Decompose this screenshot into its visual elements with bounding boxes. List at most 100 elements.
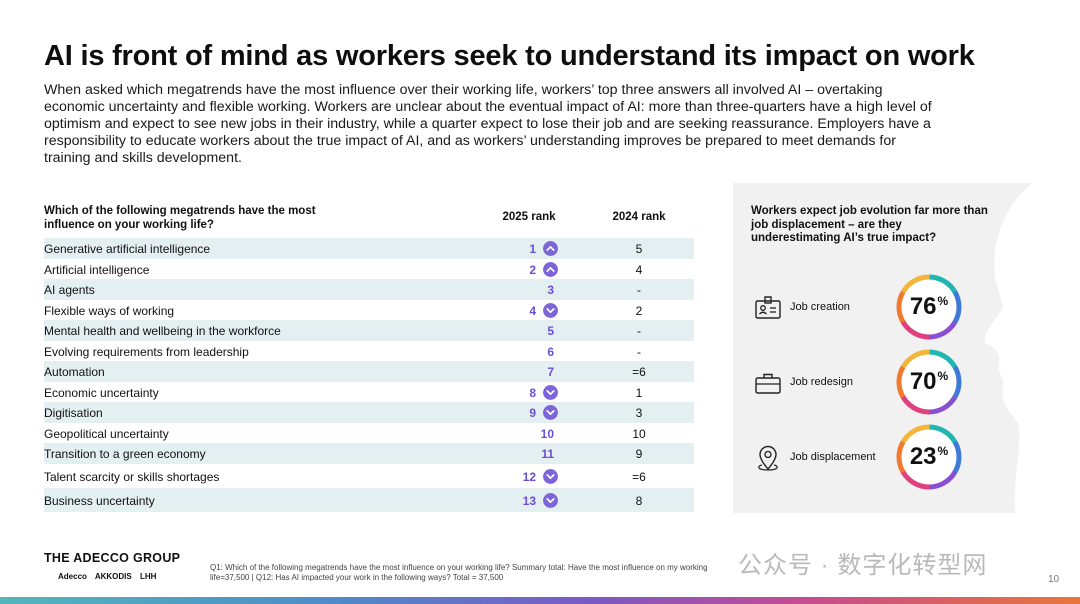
ring-segment (900, 320, 930, 340)
megatrend-label: Geopolitical uncertainty (44, 426, 169, 441)
table-row: Economic uncertainty 8 1 (44, 382, 694, 403)
id-badge-icon (755, 296, 781, 319)
footer-gradient-bar (0, 597, 1080, 604)
ring-segment (900, 349, 930, 369)
rank-2025: 8 (529, 385, 536, 400)
ring-segment (900, 424, 930, 444)
metric-label: Job displacement (790, 451, 876, 463)
rank-2024: 10 (632, 426, 646, 441)
table-row: Business uncertainty 13 8 (44, 487, 694, 512)
rank-2024: 4 (635, 262, 643, 277)
ring-segment (896, 290, 906, 324)
table-row: Digitisation 9 3 (44, 402, 694, 423)
metric-job-redesign: Job redesign 70% (733, 348, 973, 418)
rank-2024: - (637, 344, 641, 359)
metric-number: 70 (909, 368, 937, 395)
rank-2025: 9 (529, 406, 536, 420)
rank-2025: 10 (540, 426, 554, 441)
metric-job-displacement: Job displacement 23% (733, 423, 973, 493)
rank-2025: 11 (541, 447, 554, 461)
megatrend-label: Economic uncertainty (44, 385, 159, 400)
page-title: AI is front of mind as workers seek to u… (44, 40, 975, 72)
brand-sublogos: Adecco AKKODIS LHH (58, 572, 157, 581)
rank-2024: =6 (632, 365, 646, 379)
rank-2024: 1 (635, 385, 643, 400)
rank-2025: 4 (529, 303, 536, 318)
table-row: Evolving requirements from leadership 6 - (44, 341, 694, 362)
rank-2024: - (637, 283, 641, 297)
table-row: Transition to a green economy 11 9 (44, 443, 694, 464)
rank-2025: 5 (547, 324, 554, 338)
table-row: Generative artificial intelligence 1 5 (44, 238, 694, 259)
metric-ring (896, 349, 962, 415)
rank-2024: 2 (635, 303, 643, 318)
megatrend-label: Generative artificial intelligence (44, 242, 211, 256)
table-row: Geopolitical uncertainty 10 10 (44, 423, 694, 444)
megatrend-label: Flexible ways of working (44, 303, 175, 318)
rank-2025: 1 (529, 242, 536, 256)
ring-segment (900, 395, 930, 415)
footnote: Q1: Which of the following megatrends ha… (210, 563, 708, 582)
ring-segment (952, 440, 962, 474)
megatrend-label: Artificial intelligence (44, 262, 150, 277)
table-row: Artificial intelligence 2 4 (44, 259, 694, 280)
ring-segment (952, 365, 962, 399)
table-body: Generative artificial intelligence 1 5 Arti… (44, 238, 694, 512)
rank-down-icon (543, 492, 558, 508)
megatrend-label: AI agents (44, 283, 95, 297)
location-pin-icon (758, 445, 778, 471)
metric-value: 70% (895, 348, 963, 416)
ring-segment (928, 424, 958, 444)
rank-down-icon (543, 384, 558, 400)
ring-segment (896, 440, 906, 474)
megatrend-label: Business uncertainty (44, 493, 155, 508)
ring-segment (928, 470, 958, 490)
brand-logo: THE ADECCO GROUP (44, 551, 181, 565)
metric-number: 23 (909, 443, 937, 470)
rank-down-icon (543, 405, 558, 420)
table-header: Which of the following megatrends have t… (44, 202, 694, 238)
rank-up-icon (543, 241, 558, 256)
rank-2025: 13 (522, 493, 536, 508)
megatrends-table: Which of the following megatrends have t… (44, 202, 694, 512)
megatrend-label: Digitisation (44, 406, 103, 420)
table-row: Automation 7 =6 (44, 361, 694, 382)
ring-segment (928, 349, 958, 369)
ring-segment (896, 365, 906, 399)
header-2025-rank: 2025 rank (502, 211, 556, 223)
header-2024-rank: 2024 rank (612, 211, 666, 223)
megatrend-label: Transition to a green economy (44, 447, 206, 461)
megatrend-label: Evolving requirements from leadership (44, 344, 249, 359)
intro-paragraph: When asked which megatrends have the mos… (44, 82, 932, 166)
panel-heading: Workers expect job evolution far more th… (751, 205, 988, 244)
metric-label: Job creation (790, 301, 850, 313)
rank-2025: 2 (529, 262, 536, 277)
page-number: 10 (1048, 574, 1060, 585)
rank-down-icon (543, 302, 558, 318)
megatrend-label: Mental health and wellbeing in the workf… (44, 324, 281, 338)
metric-ring (896, 424, 962, 490)
impact-panel: Workers expect job evolution far more th… (733, 183, 1065, 513)
ring-segment (928, 320, 958, 340)
ring-segment (928, 274, 958, 294)
rank-2024: 3 (635, 406, 643, 420)
ring-segment (900, 274, 930, 294)
rank-2025: 12 (522, 469, 536, 484)
table-row: AI agents 3 - (44, 279, 694, 300)
metric-label: Job redesign (790, 376, 853, 388)
metric-number: 76 (909, 293, 937, 320)
percent-sign: % (937, 294, 949, 308)
ring-segment (900, 470, 930, 490)
megatrend-label: Talent scarcity or skills shortages (44, 469, 220, 484)
rank-2024: - (637, 324, 641, 338)
briefcase-icon (755, 373, 781, 394)
table-row: Flexible ways of working 4 2 (44, 300, 694, 321)
rank-2024: 9 (635, 447, 643, 461)
metric-value: 23% (895, 423, 963, 491)
rank-2025: 6 (547, 344, 554, 359)
table-question: Which of the following megatrends have t… (44, 205, 316, 231)
watermark: 公众号 · 数字化转型网 (738, 552, 988, 579)
ring-segment (928, 395, 958, 415)
percent-sign: % (937, 444, 949, 458)
rank-up-icon (543, 261, 558, 277)
